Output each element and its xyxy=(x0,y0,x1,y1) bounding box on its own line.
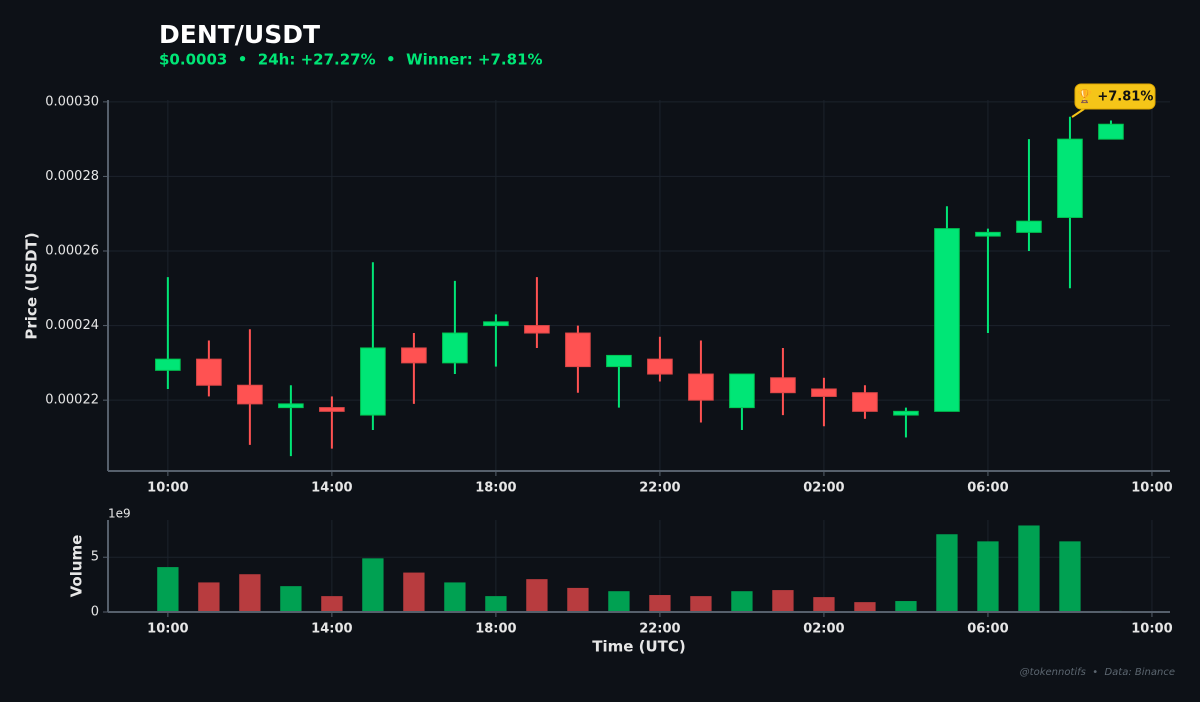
candle-body xyxy=(442,332,468,364)
y-axis-label: Volume xyxy=(68,535,86,598)
x-tick-label: 10:00 xyxy=(1131,481,1172,496)
candle-body xyxy=(401,347,427,364)
volume-bar xyxy=(731,591,753,612)
volume-bar xyxy=(362,558,384,612)
candle-body xyxy=(278,403,304,409)
x-tick-label: 02:00 xyxy=(803,481,844,496)
footer: @tokennotifs • Data: Binance xyxy=(1020,667,1175,678)
volume-bar xyxy=(977,541,999,612)
y-tick-label: 0.00028 xyxy=(45,169,99,184)
volume-bar xyxy=(526,579,548,612)
x-tick-label: 14:00 xyxy=(311,622,352,637)
volume-bar xyxy=(321,596,343,612)
candle-body xyxy=(155,358,181,371)
volume-bar xyxy=(690,596,712,612)
x-tick-label: 22:00 xyxy=(639,622,680,637)
volume-bar xyxy=(1018,525,1040,612)
volume-bar xyxy=(608,591,630,612)
y-tick-label: 0 xyxy=(91,605,99,620)
candle-body xyxy=(524,325,550,334)
annotation-arrow xyxy=(1071,108,1085,118)
x-tick-label: 10:00 xyxy=(1131,622,1172,637)
volume-bar xyxy=(198,582,220,612)
candle-body xyxy=(934,228,960,412)
volume-bar xyxy=(567,587,589,612)
x-tick-label: 10:00 xyxy=(147,622,188,637)
candle-body xyxy=(319,407,345,412)
annotation: 🏆 +7.81% xyxy=(1071,83,1156,118)
chart-title: DENT/USDT xyxy=(159,20,320,49)
x-tick-label: 22:00 xyxy=(639,481,680,496)
candle-body xyxy=(729,373,755,409)
volume-bar xyxy=(813,597,835,612)
y-tick-label: 0.00026 xyxy=(45,244,99,259)
volume-bar xyxy=(772,590,794,612)
candle-body xyxy=(1057,138,1083,218)
x-axis-label: Time (UTC) xyxy=(592,638,686,656)
candle-body xyxy=(647,358,673,375)
candle-body xyxy=(688,373,714,401)
volume-bar xyxy=(895,601,917,612)
candle-body xyxy=(565,332,591,368)
y-axis-label: Price (USDT) xyxy=(23,232,41,339)
volume-bar xyxy=(936,534,958,612)
x-tick-label: 14:00 xyxy=(311,481,352,496)
candle-body xyxy=(606,354,632,368)
annotation-text: 🏆 +7.81% xyxy=(1077,89,1154,105)
candle-body xyxy=(770,377,796,394)
candle-body xyxy=(811,388,837,397)
x-tick-label: 02:00 xyxy=(803,622,844,637)
volume-bar xyxy=(157,567,179,612)
candle-body xyxy=(483,321,509,327)
volume-bar xyxy=(239,574,261,612)
candle-body xyxy=(196,358,222,386)
x-tick-label: 10:00 xyxy=(147,481,188,496)
x-tick-label: 18:00 xyxy=(475,622,516,637)
volume-bar xyxy=(403,572,425,612)
candle-body xyxy=(1016,220,1042,233)
y-tick-label: 0.00024 xyxy=(45,318,99,333)
volume-bar xyxy=(854,602,876,612)
volume-bar xyxy=(444,582,466,612)
volume-bar xyxy=(485,596,507,612)
volume-bar xyxy=(649,595,671,612)
volume-bar xyxy=(280,586,302,612)
x-tick-label: 06:00 xyxy=(967,622,1008,637)
candle-body xyxy=(1098,123,1124,140)
offset-label: 1e9 xyxy=(108,507,131,521)
volume-bar xyxy=(1059,541,1081,612)
chart-subtitle: $0.0003 • 24h: +27.27% • Winner: +7.81% xyxy=(159,51,543,69)
candle-body xyxy=(975,231,1001,237)
y-tick-label: 0.00022 xyxy=(45,393,99,408)
candle-body xyxy=(237,384,263,405)
y-tick-label: 5 xyxy=(91,550,99,565)
x-tick-label: 06:00 xyxy=(967,481,1008,496)
y-tick-label: 0.00030 xyxy=(45,94,99,109)
annotation-box xyxy=(1074,83,1156,110)
x-tick-label: 18:00 xyxy=(475,481,516,496)
candle-body xyxy=(852,392,878,412)
candle-body xyxy=(893,410,919,416)
candle-body xyxy=(360,347,386,416)
